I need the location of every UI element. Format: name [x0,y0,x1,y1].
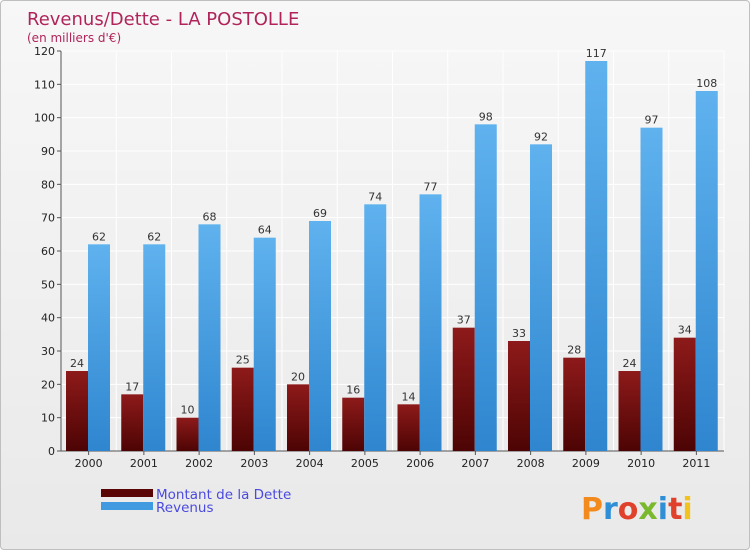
x-tick-label-2007: 2007 [461,457,489,470]
value-label-dette-2001: 17 [125,380,139,393]
bar-revenus-2006 [419,194,442,452]
x-tick-label-2010: 2010 [627,457,655,470]
value-labels: 24 62 17 62 10 68 25 64 20 69 16 74 14 77 37 98 33 92 28 11… [70,47,717,417]
x-tick-label-2006: 2006 [406,457,434,470]
value-label-revenus-2003: 64 [258,224,272,237]
bar-revenus-2004 [309,221,331,451]
logo-text: Proxiti [581,492,693,527]
x-tick-label-2009: 2009 [572,457,600,470]
bar-revenus-2005 [364,204,387,451]
logo-letter: P [581,492,603,527]
x-tick-label-2000: 2000 [75,457,103,470]
value-label-dette-2007: 37 [457,314,471,327]
value-label-revenus-2001: 62 [147,230,161,243]
y-tick-label-40: 40 [41,312,55,325]
value-label-dette-2002: 10 [181,404,195,417]
value-label-revenus-2010: 97 [645,114,659,127]
x-tick-label-2002: 2002 [185,457,213,470]
bar-dette-2003 [231,367,254,451]
y-tick-label-10: 10 [41,412,55,425]
bar-revenus-2011 [695,91,718,451]
value-label-dette-2003: 25 [236,354,250,367]
value-label-revenus-2011: 108 [696,77,717,90]
x-tick-label-2001: 2001 [130,457,158,470]
x-tick-label-2004: 2004 [296,457,324,470]
logo-letter: r [603,492,618,527]
y-tick-label-70: 70 [41,212,55,225]
bar-dette-2002 [176,417,199,451]
bars [66,61,718,452]
logo-letter: i [682,492,692,527]
legend-swatch-dette [101,489,153,497]
value-label-revenus-2000: 62 [92,230,106,243]
value-label-revenus-2005: 74 [368,190,382,203]
logo-letter: o [618,492,639,527]
x-tick-label-2008: 2008 [517,457,545,470]
bar-dette-2001 [121,394,144,451]
bar-revenus-2007 [474,124,497,451]
y-tick-label-120: 120 [34,45,55,58]
legend-label-dette: Montant de la Dette [156,487,291,503]
bar-dette-2010 [618,371,641,451]
axes: 0 10 20 30 40 50 60 70 80 90 100 110 120 2000 2001 2002… [34,45,724,470]
y-tick-label-90: 90 [41,145,55,158]
bar-dette-2008 [508,341,530,451]
bar-dette-2007 [452,327,475,451]
logo-letter: t [668,492,682,527]
legend-swatch-revenus [101,502,153,510]
bar-revenus-2008 [530,144,552,452]
chart-subtitle: (en milliers d'€) [27,31,121,45]
value-label-dette-2006: 14 [402,390,416,403]
value-label-revenus-2004: 69 [313,207,327,220]
proxiti-logo: Proxiti [581,492,693,527]
logo-letter: i [658,492,668,527]
chart-title: Revenus/Dette - LA POSTOLLE [27,9,299,30]
y-tick-label-0: 0 [48,445,55,458]
value-label-revenus-2009: 117 [586,47,607,60]
value-label-dette-2004: 20 [291,370,305,383]
y-tick-label-30: 30 [41,345,55,358]
y-tick-label-100: 100 [34,112,55,125]
value-label-revenus-2006: 77 [424,180,438,193]
bar-dette-2004 [287,384,309,451]
y-tick-label-110: 110 [34,78,55,91]
x-tick-label-2005: 2005 [351,457,379,470]
bar-dette-2006 [397,404,420,451]
y-tick-label-80: 80 [41,178,55,191]
value-label-dette-2010: 24 [623,357,637,370]
bar-revenus-2003 [253,237,276,451]
bar-dette-2011 [673,337,696,451]
y-tick-label-60: 60 [41,245,55,258]
bar-dette-2005 [342,397,365,451]
value-label-dette-2008: 33 [512,327,526,340]
value-label-dette-2005: 16 [346,384,360,397]
y-tick-label-20: 20 [41,378,55,391]
legend-label-revenus: Revenus [156,500,214,516]
bar-revenus-2001 [143,244,166,451]
bar-revenus-2000 [88,244,110,451]
logo-letter: x [638,492,657,527]
bar-dette-2009 [563,357,586,451]
bar-revenus-2009 [585,61,608,451]
bar-revenus-2010 [640,127,663,452]
x-tick-label-2003: 2003 [240,457,268,470]
y-tick-label-50: 50 [41,278,55,291]
value-label-revenus-2002: 68 [203,210,217,223]
value-label-revenus-2007: 98 [479,110,493,123]
value-label-revenus-2008: 92 [534,130,548,143]
value-label-dette-2011: 34 [678,324,692,337]
bar-dette-2000 [66,371,88,451]
value-label-dette-2000: 24 [70,357,84,370]
bar-revenus-2002 [198,224,221,451]
value-label-dette-2009: 28 [567,344,581,357]
x-tick-label-2011: 2011 [682,457,710,470]
